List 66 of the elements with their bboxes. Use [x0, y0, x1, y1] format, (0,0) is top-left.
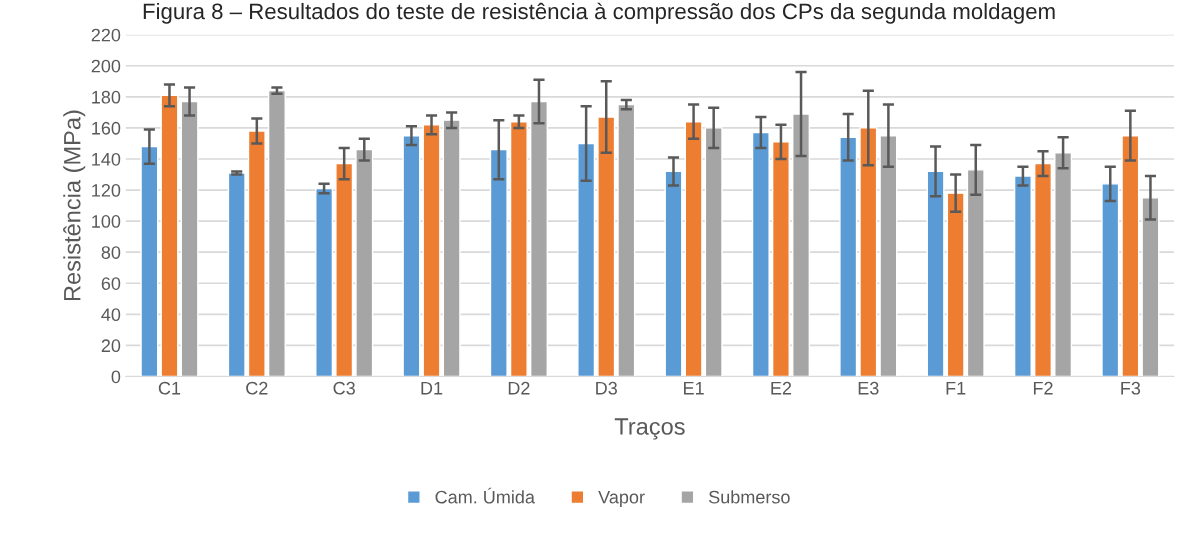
bar [422, 124, 441, 377]
bar [1054, 152, 1073, 377]
bar [1013, 175, 1032, 377]
bar [597, 116, 616, 377]
bar [859, 127, 878, 377]
x-tick-label: E3 [858, 381, 879, 395]
bar [1141, 197, 1160, 377]
y-tick-label: 60 [101, 277, 121, 290]
x-tick-label: D1 [421, 381, 443, 395]
legend-label: Cam. Úmida [435, 487, 535, 504]
x-tick-label: F3 [1121, 381, 1141, 395]
x-tick-label: D2 [508, 381, 530, 395]
y-tick-label: 200 [91, 59, 121, 73]
bar [771, 141, 790, 377]
bar [966, 169, 985, 377]
bar [402, 134, 421, 377]
bar [529, 100, 548, 377]
bar [509, 121, 528, 377]
bar [946, 192, 965, 377]
y-tick-label: 100 [92, 215, 121, 228]
y-tick-label: 140 [92, 152, 121, 166]
y-tick-label: 120 [92, 183, 121, 197]
bar [442, 119, 461, 377]
legend-label: Submerso [709, 490, 790, 504]
bar [617, 103, 636, 377]
bar [792, 113, 811, 377]
y-tick-label: 160 [92, 121, 121, 135]
x-tick-label: F1 [946, 381, 966, 395]
x-tick-label: E2 [771, 381, 792, 395]
bar [355, 148, 374, 377]
bar [704, 127, 723, 377]
bar [335, 162, 354, 377]
bar [684, 121, 703, 377]
x-tick-label: F2 [1033, 381, 1053, 395]
y-tick-label: 0 [111, 370, 121, 384]
x-tick-label: C2 [246, 381, 268, 395]
x-tick-label: D3 [596, 381, 617, 395]
bar [247, 130, 266, 377]
x-tick-label: C1 [158, 381, 181, 395]
bar [664, 170, 683, 377]
bar [879, 134, 898, 377]
bar [577, 142, 596, 377]
y-tick-label: 220 [91, 28, 121, 42]
bar [839, 136, 858, 377]
bar [140, 145, 159, 377]
x-tick-label: C3 [333, 381, 355, 395]
bar [160, 94, 179, 377]
x-axis-title: Traços [614, 418, 685, 440]
bar [751, 131, 770, 377]
y-tick-label: 40 [101, 308, 121, 322]
chart-title: Figura 8 – Resultados do teste de resistência à compressão dos CPs da segunda moldagem [143, 2, 1055, 24]
bar [227, 172, 246, 377]
bar [1121, 134, 1140, 377]
legend-label: Vapor [598, 490, 645, 508]
bar [180, 100, 199, 377]
bar [926, 170, 945, 377]
bar [1034, 162, 1053, 377]
bar [315, 187, 334, 377]
bar [267, 89, 286, 377]
x-tick-label: E1 [684, 381, 704, 395]
bar [489, 148, 508, 377]
y-tick-label: 20 [101, 339, 121, 353]
y-axis-title: Resistência (MPa) [63, 110, 86, 301]
y-tick-label: 80 [101, 246, 121, 259]
y-tick-label: 180 [92, 90, 121, 104]
bar [1101, 183, 1120, 377]
